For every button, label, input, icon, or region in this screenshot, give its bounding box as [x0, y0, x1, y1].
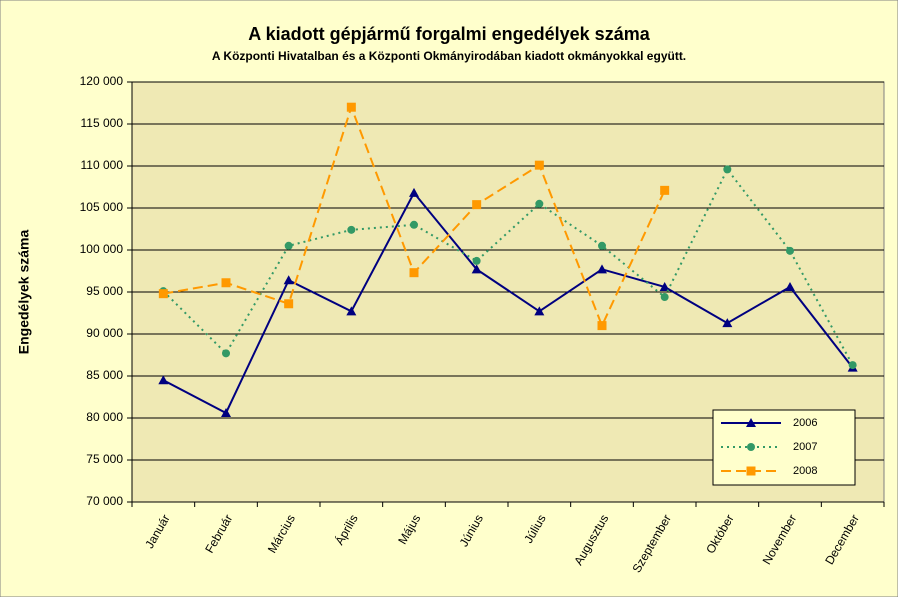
marker [284, 299, 294, 309]
series [158, 187, 858, 417]
marker [722, 318, 733, 328]
y-tick-label: 110 000 [81, 158, 124, 172]
series [158, 102, 670, 331]
marker [660, 293, 669, 302]
marker [158, 289, 168, 299]
y-tick-label: 120 000 [80, 74, 124, 88]
marker [346, 102, 356, 112]
marker [785, 281, 795, 291]
marker [472, 256, 481, 265]
y-tick-label: 80 000 [86, 410, 123, 424]
y-tick-label: 70 000 [86, 494, 123, 508]
marker [221, 407, 231, 417]
marker [222, 349, 230, 358]
marker [598, 241, 606, 250]
marker [410, 220, 418, 229]
marker [659, 281, 670, 291]
marker [746, 418, 756, 427]
marker [746, 466, 756, 476]
y-tick-label: 105 000 [80, 200, 124, 214]
marker [346, 306, 357, 316]
legend-label: 2008 [793, 465, 817, 477]
y-tick-label: 90 000 [86, 326, 123, 340]
y-tick-label: 95 000 [86, 284, 123, 298]
y-axis-title: Engedélyek száma [16, 230, 32, 355]
y-tick-label: 85 000 [86, 368, 123, 382]
marker [409, 187, 419, 197]
chart-subtitle: A Központi Hivatalban és a Központi Okmá… [212, 49, 686, 63]
legend-label: 2007 [793, 441, 817, 453]
marker [472, 200, 482, 210]
marker [409, 268, 419, 278]
marker [471, 264, 482, 274]
marker [723, 165, 732, 174]
marker [534, 306, 545, 316]
marker [660, 185, 670, 195]
marker [221, 278, 231, 288]
marker [848, 361, 857, 370]
marker [786, 246, 794, 255]
marker [284, 241, 293, 250]
y-tick-label: 100 000 [80, 242, 124, 256]
marker [535, 199, 544, 208]
marker [747, 443, 755, 451]
y-tick-label: 75 000 [86, 452, 123, 466]
marker [347, 225, 356, 234]
series-line [162, 191, 854, 415]
chart-title: A kiadott gépjármű forgalmi engedélyek s… [248, 24, 650, 44]
marker [534, 160, 544, 170]
marker [597, 321, 607, 331]
y-tick-label: 115 000 [81, 116, 124, 130]
marker [158, 375, 169, 385]
legend-label: 2006 [793, 417, 817, 429]
marker [283, 275, 294, 285]
marker [597, 264, 607, 274]
